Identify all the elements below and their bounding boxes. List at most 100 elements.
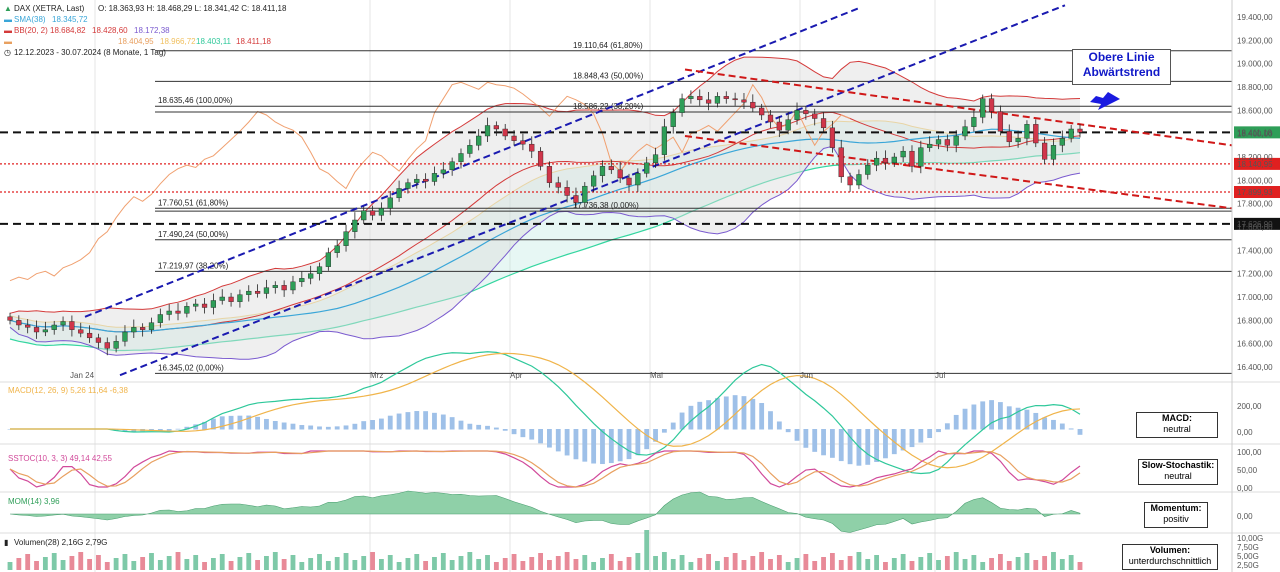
macd-histogram-bar — [370, 420, 375, 430]
macd-histogram-bar — [538, 429, 543, 444]
volume-bar — [768, 559, 773, 570]
macd-histogram-bar — [502, 429, 508, 431]
macd-histogram-bar — [927, 429, 933, 439]
stoch-status-value: neutral — [1164, 471, 1192, 481]
macd-histogram-bar — [776, 421, 782, 430]
volume-bar — [113, 558, 119, 570]
bollinger-upper-line — [9, 56, 1081, 314]
candle-body — [988, 98, 995, 112]
ichimoku-swatch: ▬ — [4, 37, 12, 46]
candle-body — [1015, 138, 1021, 143]
candle-body — [927, 143, 933, 148]
volume-bar — [661, 552, 667, 570]
macd-histogram-bar — [387, 415, 393, 430]
candle-body — [290, 281, 296, 291]
candle-body — [670, 112, 676, 127]
sma-38-line — [9, 128, 1081, 333]
macd-histogram-bar — [202, 421, 207, 430]
volume-bar — [432, 557, 437, 570]
candle-body — [157, 314, 163, 323]
macd-histogram-bar — [865, 429, 871, 465]
macd-histogram-bar — [467, 423, 473, 430]
volume-bar — [971, 555, 977, 570]
candle-body — [484, 125, 491, 137]
candle-body — [184, 306, 190, 314]
volume-bar — [856, 552, 862, 570]
indicator-axis-tick: 2,50G — [1237, 561, 1259, 570]
volume-bar — [989, 558, 994, 570]
candle-body — [308, 273, 314, 279]
macd-histogram-bar — [670, 422, 676, 430]
volume-bar — [785, 562, 791, 570]
macd-histogram-bar — [485, 425, 490, 430]
candle-body — [909, 150, 915, 167]
macd-histogram-bar — [1006, 406, 1012, 430]
candle-body — [228, 296, 234, 302]
candle-body — [599, 166, 606, 176]
volume-bar — [874, 555, 880, 570]
volume-bar — [157, 560, 163, 570]
volume-bar — [423, 561, 429, 570]
macd-histogram-bar — [759, 403, 765, 430]
volume-bar — [299, 562, 305, 570]
volume-bar — [670, 559, 676, 570]
macd-histogram-bar — [396, 413, 402, 430]
macd-line — [10, 351, 1081, 475]
candle-body — [582, 185, 588, 203]
price-tag-bg — [1234, 186, 1280, 199]
candle-body — [971, 117, 977, 127]
volume-bar — [865, 559, 871, 570]
macd-histogram-bar — [405, 412, 411, 430]
price-axis-tick: 18.000,00 — [1237, 176, 1273, 185]
sma-value: 18.345,72 — [52, 15, 88, 24]
volume-bar — [538, 553, 543, 570]
macd-histogram-bar — [962, 408, 968, 430]
bb-lower: 18.172,38 — [134, 26, 170, 35]
candle-body — [997, 111, 1004, 132]
volume-bar — [228, 561, 234, 570]
candle-body — [246, 290, 252, 295]
price-tag-label: 18.411,18 — [1237, 128, 1273, 137]
candle-body — [16, 320, 22, 326]
macd-histogram-bar — [175, 428, 181, 430]
volume-bar — [679, 555, 685, 570]
volume-bar — [688, 562, 694, 570]
macd-histogram-bar — [1015, 407, 1021, 430]
macd-histogram-bar — [1024, 409, 1030, 430]
candle-body — [51, 324, 57, 330]
macd-histogram-bar — [166, 429, 172, 431]
candle-body — [767, 114, 774, 123]
volume-bar — [255, 560, 261, 570]
time-axis-label: Jun — [800, 371, 813, 380]
volume-bar — [131, 561, 137, 570]
candle-body — [759, 107, 765, 116]
volume-bar — [334, 557, 340, 570]
macd-status-title: MACD: — [1162, 413, 1192, 423]
volume-bar — [847, 556, 853, 570]
volume-bar — [918, 557, 924, 570]
ichimoku-value-2: 18.966,72 — [160, 37, 196, 46]
macd-histogram-bar — [414, 411, 420, 430]
macd-histogram-bar — [732, 395, 738, 430]
momentum-status-box: Momentum: positiv — [1144, 502, 1208, 528]
volume-bar — [750, 556, 756, 570]
candle-body — [86, 332, 93, 339]
candle-body — [953, 135, 959, 146]
momentum-status-value: positiv — [1163, 514, 1189, 524]
price-axis-tick: 16.800,00 — [1237, 316, 1273, 325]
candle-body — [1059, 138, 1065, 146]
volume-bar — [891, 558, 897, 570]
candle-body — [113, 341, 119, 349]
bb-swatch: ▬ — [4, 26, 12, 35]
volume-bar — [343, 553, 349, 570]
candle-body — [458, 153, 464, 162]
volume-bar — [264, 556, 269, 570]
macd-histogram-bar — [352, 423, 358, 430]
cloud-upper-line — [9, 120, 1081, 328]
macd-histogram-bar — [184, 426, 190, 430]
time-axis-label: Mrz — [370, 371, 383, 380]
price-axis: 18.411,18 18.140,95 17.899,93 17.626,90 19.4… — [70, 0, 1280, 572]
macd-histogram-bar — [900, 429, 906, 451]
lagging-span-line — [9, 81, 851, 282]
